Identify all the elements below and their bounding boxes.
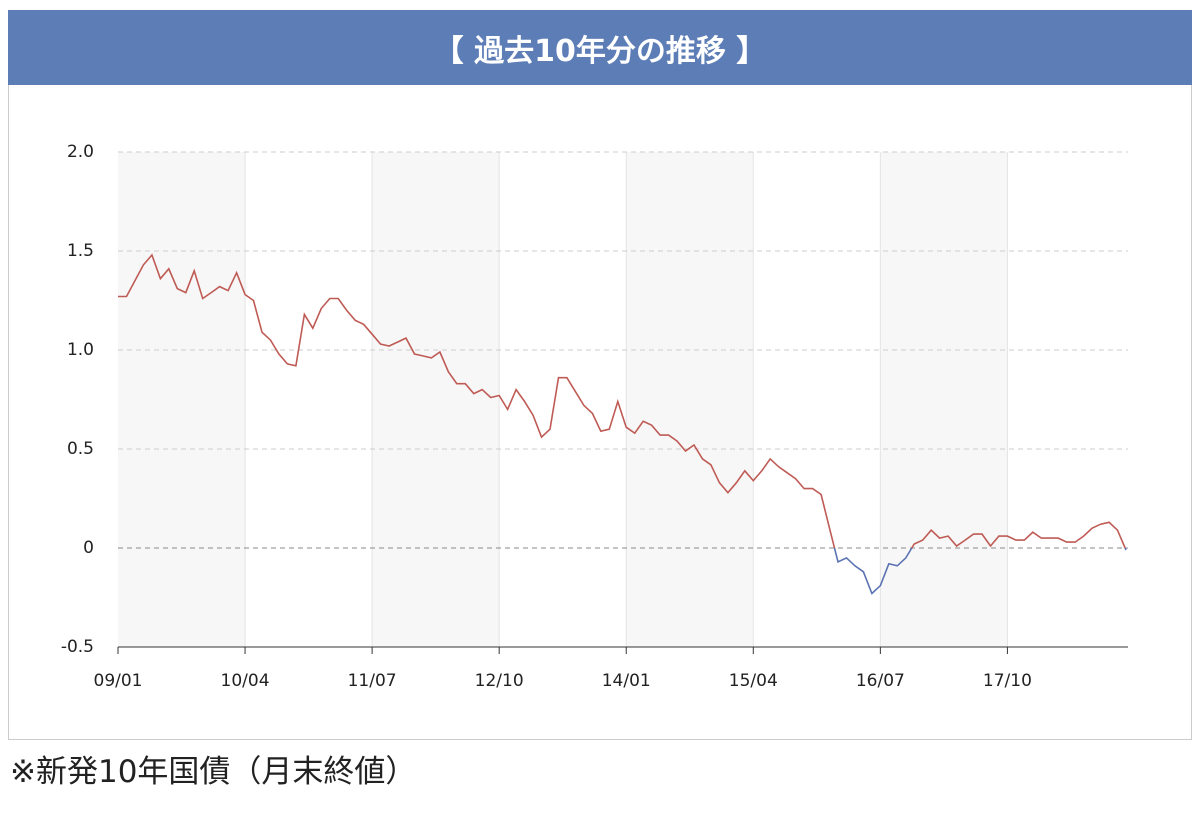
- y-tick-label: 0: [83, 538, 94, 558]
- x-tick-label: 10/04: [221, 671, 270, 691]
- x-tick-label: 09/01: [94, 671, 143, 691]
- line: [118, 253, 1127, 595]
- band: [118, 152, 246, 647]
- band: [626, 152, 754, 647]
- y-tick-label: -0.5: [61, 637, 94, 657]
- x-tick-label: 16/07: [856, 671, 905, 691]
- y-tick-label: 0.5: [67, 439, 94, 459]
- header-title: 【 過去10年分の推移 】: [8, 10, 1192, 85]
- band: [880, 152, 1008, 647]
- x-tick-label: 11/07: [348, 671, 397, 691]
- y-tick-label: 2.0: [67, 142, 94, 162]
- x-tick-label: 12/10: [475, 671, 524, 691]
- x-tick-label: 17/10: [983, 671, 1032, 691]
- x-tick-label: 14/01: [602, 671, 651, 691]
- x-tick-label: 15/04: [729, 671, 778, 691]
- chart-panel: [8, 85, 1192, 740]
- footnote: ※新発10年国債（月末終値）: [10, 754, 417, 790]
- y-tick-label: 1.5: [67, 241, 94, 261]
- band: [372, 152, 500, 647]
- y-tick-label: 1.0: [67, 340, 94, 360]
